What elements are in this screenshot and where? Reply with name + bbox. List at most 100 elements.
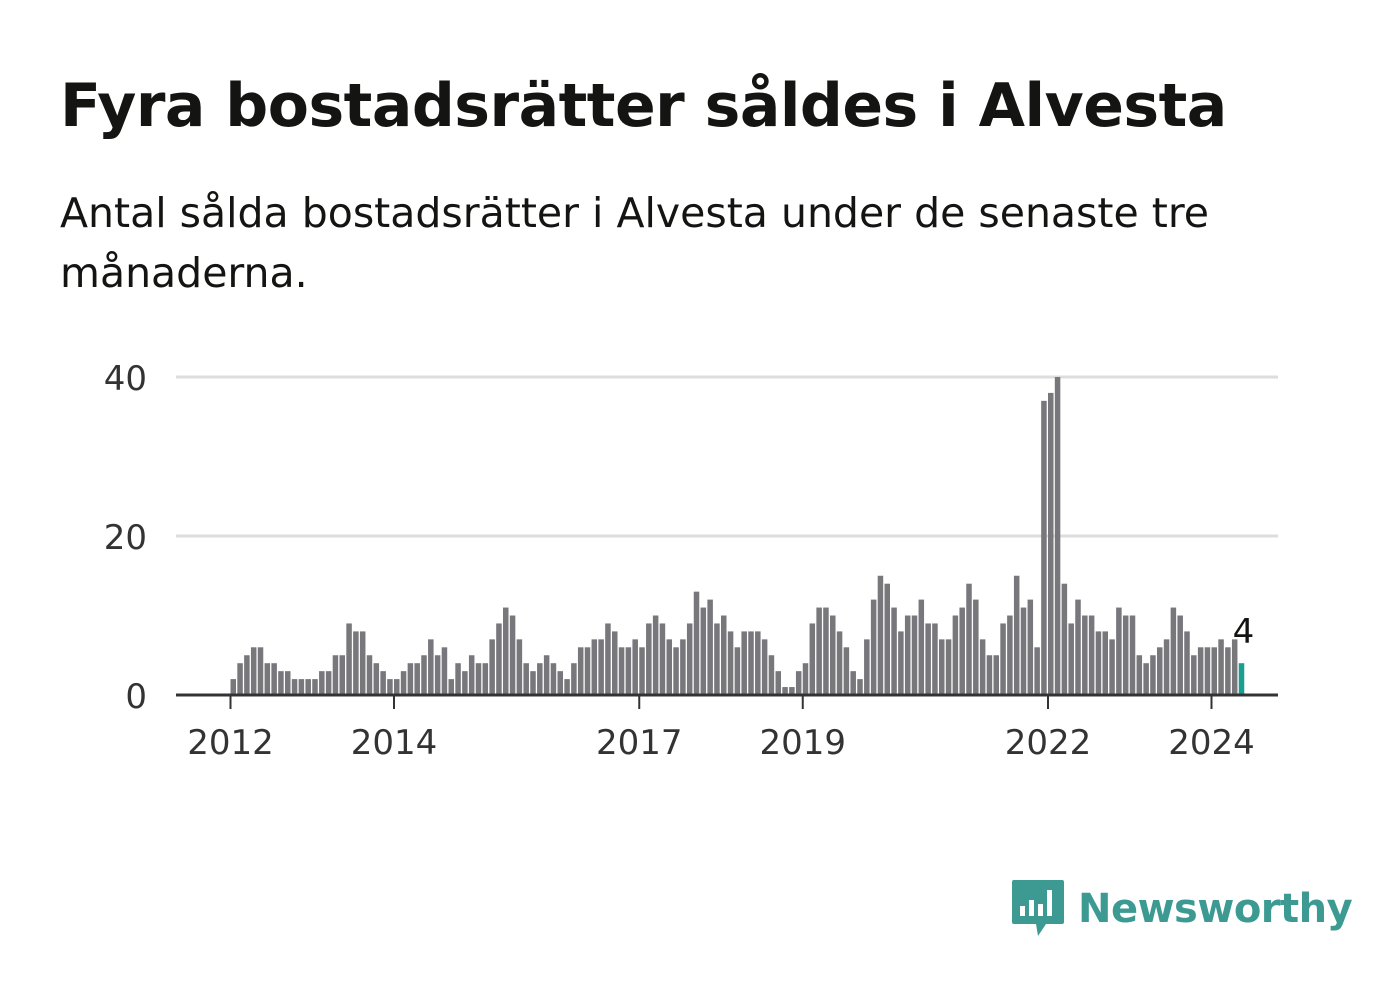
bar xyxy=(639,647,645,695)
bar xyxy=(278,671,284,695)
bar xyxy=(577,647,584,695)
bar xyxy=(503,607,509,695)
bar xyxy=(809,623,816,695)
bar xyxy=(652,615,659,695)
bar xyxy=(891,607,897,695)
bar xyxy=(666,639,673,695)
bar xyxy=(584,647,591,695)
bar xyxy=(870,599,877,695)
bar xyxy=(468,655,475,695)
bar xyxy=(434,655,441,695)
bar xyxy=(387,679,393,695)
bar xyxy=(448,679,455,695)
bar xyxy=(400,671,407,695)
bar xyxy=(380,671,386,695)
bar xyxy=(850,671,856,695)
bar xyxy=(271,663,277,695)
bar xyxy=(1048,392,1054,695)
bar xyxy=(979,639,986,695)
bar xyxy=(646,623,652,695)
bar xyxy=(1204,647,1211,695)
bar xyxy=(632,639,638,695)
bar xyxy=(1129,615,1136,695)
x-tick-label: 2024 xyxy=(1168,723,1255,763)
bar xyxy=(993,655,1000,695)
bar xyxy=(550,663,557,695)
bar xyxy=(877,575,884,695)
bar xyxy=(789,687,795,695)
x-tick-label: 2012 xyxy=(187,723,274,763)
y-tick-label: 0 xyxy=(125,677,147,717)
bar xyxy=(932,623,938,695)
y-tick-label: 20 xyxy=(104,518,147,558)
bar xyxy=(1143,663,1149,695)
bar xyxy=(291,679,298,695)
bar xyxy=(489,639,495,695)
bar xyxy=(741,631,747,695)
bar xyxy=(353,631,359,695)
bar xyxy=(1027,599,1034,695)
chart-title: Fyra bostadsrätter såldes i Alvesta xyxy=(60,71,1227,141)
bar xyxy=(782,687,788,695)
bar xyxy=(673,647,679,695)
bar xyxy=(945,639,952,695)
bar xyxy=(250,647,257,695)
bar xyxy=(414,663,420,695)
bar xyxy=(1170,607,1177,695)
bar xyxy=(1020,607,1027,695)
bar xyxy=(1075,599,1081,695)
bar xyxy=(244,655,250,695)
bar xyxy=(366,655,373,695)
bar xyxy=(1095,631,1102,695)
bar xyxy=(925,623,931,695)
bar xyxy=(755,631,761,695)
bar xyxy=(482,663,489,695)
bar xyxy=(714,623,720,695)
bar xyxy=(693,591,700,695)
bar xyxy=(257,647,264,695)
bar xyxy=(537,663,543,695)
newsworthy-chart-bubble-icon xyxy=(1012,880,1064,936)
bar xyxy=(904,615,911,695)
bar xyxy=(884,583,891,695)
bar xyxy=(319,671,325,695)
bar xyxy=(346,623,352,695)
bar xyxy=(407,663,414,695)
bar xyxy=(911,615,918,695)
bar xyxy=(1054,377,1061,695)
bar-chart: 0 20 40 2012 2014 2017 2019 2022 2024 4 xyxy=(104,359,1278,763)
bar xyxy=(966,583,972,695)
bar xyxy=(455,663,461,695)
bar xyxy=(264,663,271,695)
bar xyxy=(830,615,836,695)
bar xyxy=(1041,400,1047,695)
bar xyxy=(1102,631,1109,695)
bar xyxy=(775,671,782,695)
bar xyxy=(1191,655,1197,695)
bar xyxy=(618,647,625,695)
bar xyxy=(332,655,339,695)
bar xyxy=(339,655,346,695)
bar xyxy=(1068,623,1074,695)
x-tick-label: 2017 xyxy=(596,723,683,763)
bar xyxy=(795,671,802,695)
bar xyxy=(1150,655,1156,695)
bar xyxy=(1211,647,1218,695)
chart-subtitle: Antal sålda bostadsrätter i Alvesta unde… xyxy=(60,189,1210,297)
latest-value-label: 4 xyxy=(1233,612,1255,652)
bar xyxy=(312,679,318,695)
bar xyxy=(591,639,598,695)
bar xyxy=(1082,615,1088,695)
bar xyxy=(1061,583,1068,695)
bar xyxy=(898,631,904,695)
bar xyxy=(325,671,332,695)
bar xyxy=(1007,615,1013,695)
bar xyxy=(305,679,311,695)
bar xyxy=(516,639,523,695)
bar xyxy=(625,647,632,695)
x-tick-label: 2014 xyxy=(351,723,438,763)
bar xyxy=(918,599,925,695)
bar xyxy=(680,639,686,695)
bar-highlighted xyxy=(1238,663,1245,695)
bar xyxy=(557,671,564,695)
